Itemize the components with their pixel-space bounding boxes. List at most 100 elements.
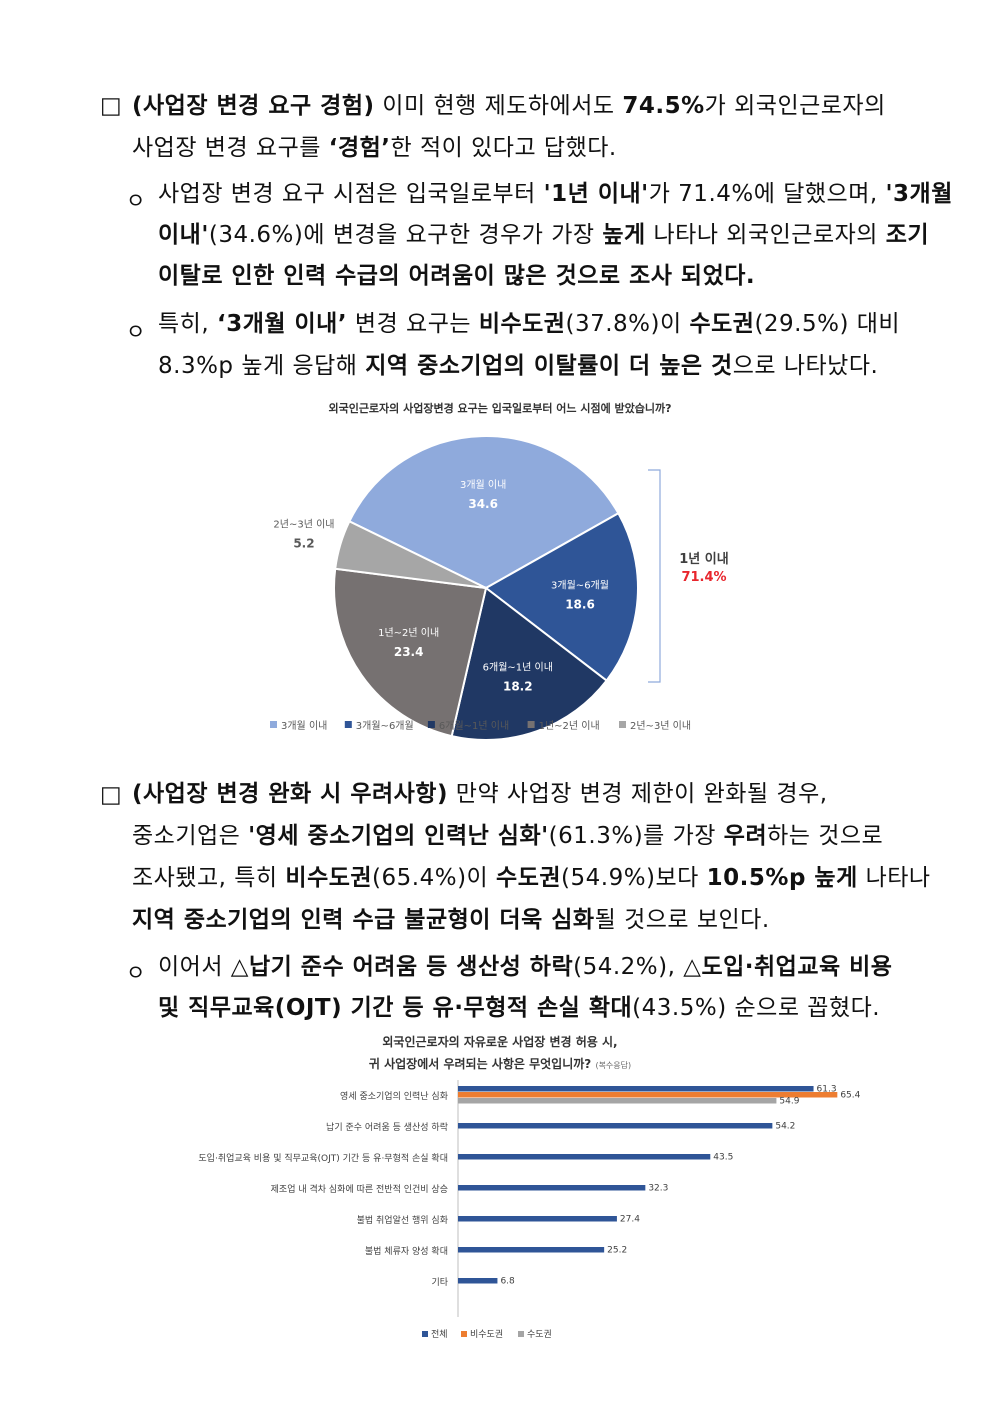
section2-sub1-line2: 및 직무교육(OJT) 기간 등 유·무형적 손실 확대(43.5%) 순으로 … [158, 986, 880, 1030]
pie-slice [348, 435, 620, 590]
bar-chart-title-text: 귀 사업장에서 우려되는 사항은 무엇입니까? [368, 1057, 592, 1071]
pie-bracket [648, 469, 661, 683]
text-run: 한 적이 있다고 답했다. [390, 135, 617, 161]
text-run: '3개월 [885, 181, 953, 207]
pie-slice-value: 18.2 [503, 680, 533, 694]
bar-category-label: 제조업 내 격차 심화에 따른 전반적 인건비 상승 [271, 1183, 448, 1195]
pie-slice-label: 1년~2년 이내 [378, 627, 439, 639]
section2-sub1-bullet: ㅇ [126, 961, 146, 985]
bar-category-label: 납기 준수 어려움 등 생산성 하락 [326, 1121, 448, 1133]
text-run: 조기 [885, 222, 930, 248]
text-run: 중소기업은 [132, 823, 249, 849]
text-run: 비수도권 [478, 311, 566, 337]
legend-swatch [427, 721, 435, 728]
section1-line2: 사업장 변경 요구를 ‘경험’한 적이 있다고 답했다. [132, 126, 617, 170]
text-run: 지역 중소기업의 이탈률이 더 높은 것 [365, 353, 733, 379]
text-run: 이어서 [158, 954, 231, 980]
bar-chart-title-line1: 외국인근로자의 자유로운 사업장 변경 허용 시, [382, 1035, 618, 1049]
legend-label: 3개월~6개월 [356, 720, 414, 732]
legend-label: 수도권 [527, 1328, 552, 1340]
text-run: 조사됐고, 특히 [132, 865, 286, 891]
bar-category-label: 불법 취업알선 행위 심화 [357, 1214, 448, 1226]
bar-mark [458, 1123, 773, 1129]
legend-label: 1년~2년 이내 [539, 720, 600, 732]
bar-value-label: 65.4 [840, 1091, 860, 1101]
bar-mark [458, 1086, 814, 1092]
text-run: 이내' [158, 222, 209, 248]
bar-mark [458, 1216, 617, 1222]
legend-swatch [619, 721, 626, 728]
text-run: (65.4%)이 [372, 865, 497, 891]
text-run: 우려 [723, 823, 768, 849]
bar-mark [458, 1092, 838, 1098]
text-run: 및 직무교육(OJT) 기간 등 유·무형적 손실 확대 [158, 995, 633, 1021]
pie-slice-value: 5.2 [293, 537, 314, 551]
pie-slice-value: 34.6 [468, 497, 498, 511]
bar-value-label: 54.9 [779, 1097, 799, 1107]
section1-bullet: □ [100, 93, 122, 119]
legend-swatch [461, 1331, 467, 1337]
legend-swatch [344, 721, 352, 728]
section2-line4: 지역 중소기업의 인력 수급 불균형이 더욱 심화될 것으로 보인다. [132, 898, 770, 942]
section1-sub2-line1: 특히, ‘3개월 이내’ 변경 요구는 비수도권(37.8%)이 수도권(29.… [158, 302, 900, 346]
text-run: 10.5%p 높게 [706, 865, 858, 891]
text-run: (43.5%) 순으로 꼽혔다. [632, 995, 881, 1021]
legend-swatch [422, 1331, 428, 1337]
legend-swatch [527, 721, 535, 728]
bar-chart-title-note: (복수응답) [595, 1061, 632, 1070]
legend-swatch [270, 721, 277, 728]
text-run: 지역 중소기업의 인력 수급 불균형이 더욱 심화 [132, 907, 595, 933]
text-run: 높게 [602, 222, 646, 248]
section1-sub2-line2: 8.3%p 높게 응답해 지역 중소기업의 이탈률이 더 높은 것으로 나타났다… [158, 344, 878, 388]
text-run: 이탈로 인한 인력 수급의 어려움이 많은 것으로 조사 되었다. [158, 263, 756, 289]
section1-line1: (사업장 변경 요구 경험) 이미 현행 제도하에서도 74.5%가 외국인근로… [132, 84, 886, 128]
legend-label: 3개월 이내 [281, 720, 327, 732]
pie-slice-value: 18.6 [565, 598, 595, 612]
pie-annotation-label: 1년 이내 [679, 551, 728, 567]
legend-label: 전체 [431, 1329, 448, 1340]
text-run: (54.2%), [573, 954, 684, 980]
text-run: 가 71.4%에 달했으며, [648, 181, 886, 207]
text-run: 8.3%p 높게 응답해 [158, 353, 366, 379]
bar-mark [458, 1154, 711, 1160]
section1-sub2-bullet: ㅇ [126, 320, 146, 344]
text-run: 사업장 변경 요구를 [132, 135, 329, 161]
bar-mark [458, 1098, 777, 1104]
pie-annotation-value: 71.4% [681, 570, 726, 585]
section1-sub1-line3: 이탈로 인한 인력 수급의 어려움이 많은 것으로 조사 되었다. [158, 254, 755, 298]
pie-slice [333, 567, 488, 738]
bar-category-label: 불법 체류자 양성 확대 [365, 1245, 448, 1257]
text-run: 나타나 외국인근로자의 [645, 222, 886, 248]
bar-category-label: 도입·취업교육 비용 및 직무교육(OJT) 기간 등 유·무형적 손실 확대 [198, 1152, 448, 1164]
pie-slice [334, 520, 487, 589]
section1-sub1-line2: 이내'(34.6%)에 변경을 요구한 경우가 가장 높게 나타나 외국인근로자… [158, 213, 929, 257]
text-run: (사업장 변경 완화 시 우려사항) [132, 781, 448, 807]
pie-chart: 3개월 이내 34.6 3개월~6개월 18.6 6개월~1년 이내 18.2 1년~2년 … [270, 435, 729, 741]
pie-slice-label: 3개월~6개월 [551, 580, 609, 592]
text-run: △납기 준수 어려움 등 생산성 하락 [230, 954, 574, 980]
text-run: (54.9%)보다 [561, 865, 707, 891]
text-run: 가 외국인근로자의 [704, 93, 886, 119]
text-run: 수도권 [689, 311, 755, 337]
text-run: △도입·취업교육 비용 [683, 954, 893, 980]
text-run: 하는 것으로 [767, 823, 884, 849]
section2-line1: (사업장 변경 완화 시 우려사항) 만약 사업장 변경 제한이 완화될 경우, [132, 772, 828, 816]
text-run: (37.8%)이 [565, 311, 690, 337]
bar-value-label: 6.8 [500, 1277, 515, 1287]
section1-sub1-line1: 사업장 변경 요구 시점은 입국일로부터 '1년 이내'가 71.4%에 달했으… [158, 172, 953, 216]
text-run: ‘3개월 이내’ [216, 311, 348, 337]
bar-mark [458, 1247, 605, 1253]
bar-mark [458, 1278, 498, 1284]
bar-value-label: 61.3 [817, 1085, 837, 1095]
pie-slice [484, 511, 639, 682]
bar-category-label: 기타 [431, 1277, 448, 1288]
pie-slice-label: 2년~3년 이내 [273, 519, 334, 531]
text-run: 될 것으로 보인다. [594, 907, 770, 933]
bar-value-label: 43.5 [713, 1153, 733, 1163]
text-run: '영세 중소기업의 인력난 심화' [248, 823, 549, 849]
bar-value-label: 54.2 [775, 1122, 795, 1132]
text-run: (29.5%) 대비 [754, 311, 901, 337]
legend-swatch [518, 1331, 524, 1337]
section1-sub1-bullet: ㅇ [126, 189, 146, 213]
bar-chart: 영세 중소기업의 인력난 심화 61.365.4 54.9 납기 준수 어려움 등 생… [198, 1080, 861, 1340]
